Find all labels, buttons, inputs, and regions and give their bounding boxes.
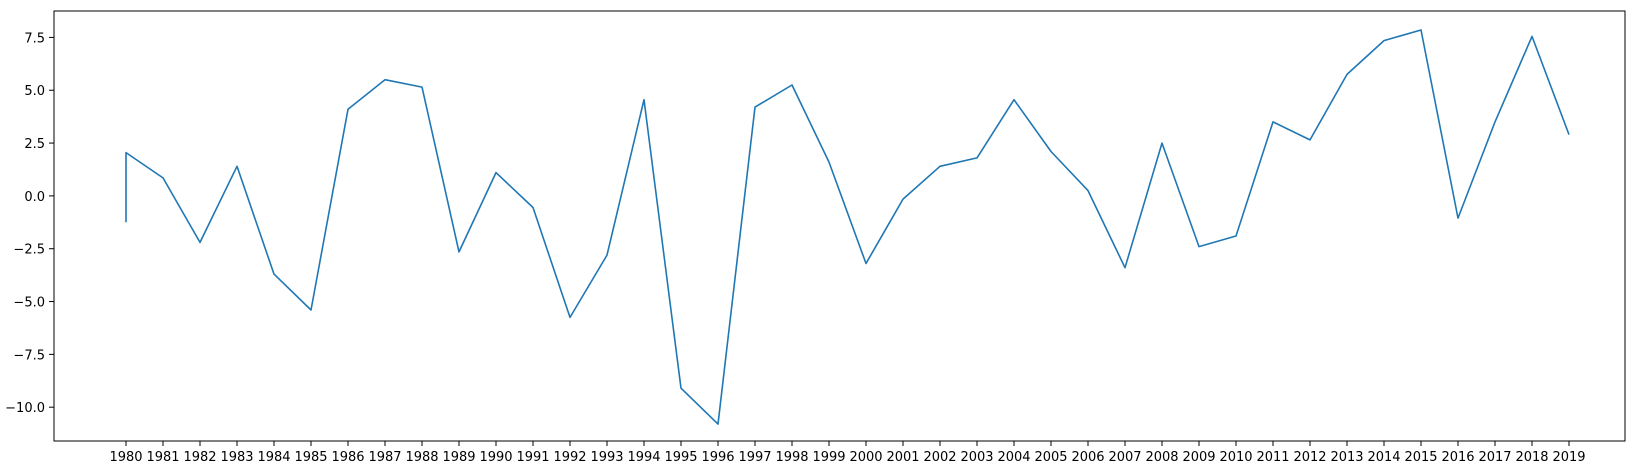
- x-tick-label: 1989: [442, 450, 475, 465]
- x-tick-label: 2007: [1108, 450, 1141, 465]
- plot-frame: [53, 10, 1626, 442]
- x-tick-label: 2000: [849, 450, 882, 465]
- y-tick-label: 0.0: [24, 190, 45, 205]
- x-tick-label: 2019: [1552, 450, 1585, 465]
- x-tick-label: 1996: [701, 450, 734, 465]
- x-tick-label: 2016: [1441, 450, 1474, 465]
- x-tick-label: 2013: [1330, 450, 1363, 465]
- y-tick-label: 2.5: [24, 137, 45, 152]
- x-tick-label: 2009: [1182, 450, 1215, 465]
- x-tick-label: 1988: [405, 450, 438, 465]
- y-axis-ticks: 7.5 5.0 2.5 0.0 −2.5 −5.0 −7.5 −10.0: [5, 31, 54, 416]
- x-tick-label: 2014: [1367, 450, 1400, 465]
- x-tick-label: 2015: [1404, 450, 1437, 465]
- x-tick-label: 1986: [331, 450, 364, 465]
- y-tick-label: −2.5: [13, 243, 45, 258]
- x-tick-label: 2001: [886, 450, 919, 465]
- x-tick-label: 1994: [627, 450, 660, 465]
- x-tick-label: 1995: [664, 450, 697, 465]
- x-tick-label: 2002: [923, 450, 956, 465]
- x-tick-label: 2011: [1256, 450, 1289, 465]
- x-tick-label: 1985: [294, 450, 327, 465]
- x-tick-label: 2008: [1145, 450, 1178, 465]
- x-tick-label: 1997: [738, 450, 771, 465]
- y-tick-label: 7.5: [24, 31, 45, 46]
- x-tick-label: 2010: [1219, 450, 1252, 465]
- x-tick-label: 1991: [516, 450, 549, 465]
- x-tick-label: 2003: [960, 450, 993, 465]
- x-tick-label: 2006: [1071, 450, 1104, 465]
- x-tick-label: 2004: [997, 450, 1030, 465]
- x-tick-label: 1993: [590, 450, 623, 465]
- x-tick-label: 1987: [368, 450, 401, 465]
- series-line: [125, 29, 1570, 425]
- y-tick-label: −10.0: [5, 401, 45, 416]
- plot-area: [54, 11, 1625, 441]
- y-tick-label: 5.0: [24, 84, 45, 99]
- x-tick-label: 2012: [1293, 450, 1326, 465]
- x-tick-label: 1982: [183, 450, 216, 465]
- x-tick-label: 1998: [775, 450, 808, 465]
- x-tick-label: 1992: [553, 450, 586, 465]
- x-tick-label: 1984: [257, 450, 290, 465]
- x-tick-label: 1999: [812, 450, 845, 465]
- y-tick-label: −5.0: [13, 296, 45, 311]
- x-tick-label: 1981: [146, 450, 179, 465]
- x-tick-label: 1983: [220, 450, 253, 465]
- x-tick-label: 1990: [479, 450, 512, 465]
- x-tick-label: 2018: [1515, 450, 1548, 465]
- y-tick-label: −7.5: [13, 348, 45, 363]
- x-tick-label: 2005: [1034, 450, 1067, 465]
- x-tick-label: 1980: [109, 450, 142, 465]
- x-axis-ticks: 1980 1981 1982 1983 1984 1985 1986 1987 1988 1989…: [109, 441, 1586, 465]
- x-tick-label: 2017: [1478, 450, 1511, 465]
